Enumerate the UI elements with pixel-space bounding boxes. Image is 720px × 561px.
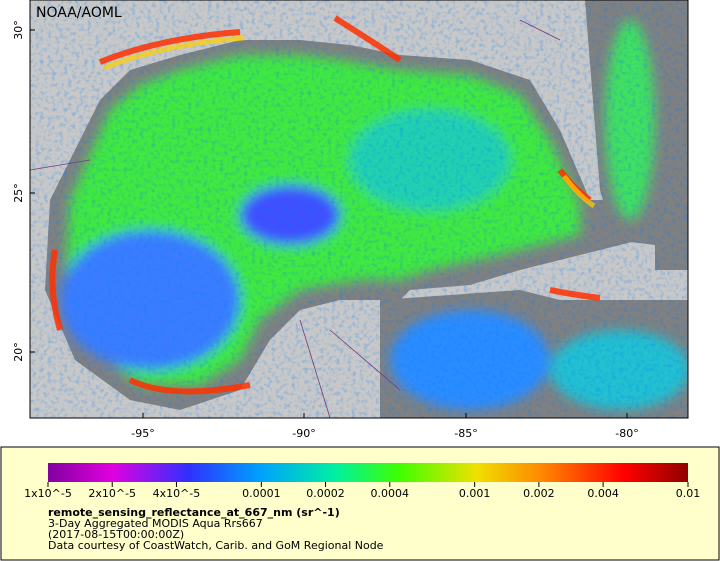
colorbar-tick-label: 0.0001 xyxy=(242,487,281,500)
lon-label: -90° xyxy=(292,427,315,440)
map xyxy=(30,0,688,418)
legend-time: (2017-08-15T00:00:00Z) xyxy=(48,528,184,541)
legend-source: Data courtesy of CoastWatch, Carib. and … xyxy=(48,539,384,552)
lon-label: -80° xyxy=(615,427,638,440)
legend-variable: remote_sensing_reflectance_at_667_nm (sr… xyxy=(48,506,340,519)
colorbar-tick-label: 0.01 xyxy=(676,487,701,500)
colorbar xyxy=(48,463,688,482)
colorbar-tick-label: 1x10^-5 xyxy=(24,487,72,500)
colorbar-tick-label: 0.0004 xyxy=(371,487,410,500)
colorbar-tick-label: 0.002 xyxy=(523,487,555,500)
lat-label: 25° xyxy=(12,183,25,203)
legend-description: 3-Day Aggregated MODIS Aqua Rrs667 xyxy=(48,517,263,530)
lat-label: 30° xyxy=(12,20,25,40)
lat-label: 20° xyxy=(12,342,25,362)
colorbar-tick-label: 4x10^-5 xyxy=(153,487,201,500)
colorbar-tick-label: 0.004 xyxy=(587,487,619,500)
map-credit: NOAA/AOML xyxy=(36,5,122,21)
lon-label: -95° xyxy=(131,427,154,440)
colorbar-tick-label: 0.0002 xyxy=(306,487,345,500)
colorbar-tick-label: 2x10^-5 xyxy=(88,487,136,500)
lon-label: -85° xyxy=(454,427,477,440)
colorbar-tick-label: 0.001 xyxy=(459,487,491,500)
